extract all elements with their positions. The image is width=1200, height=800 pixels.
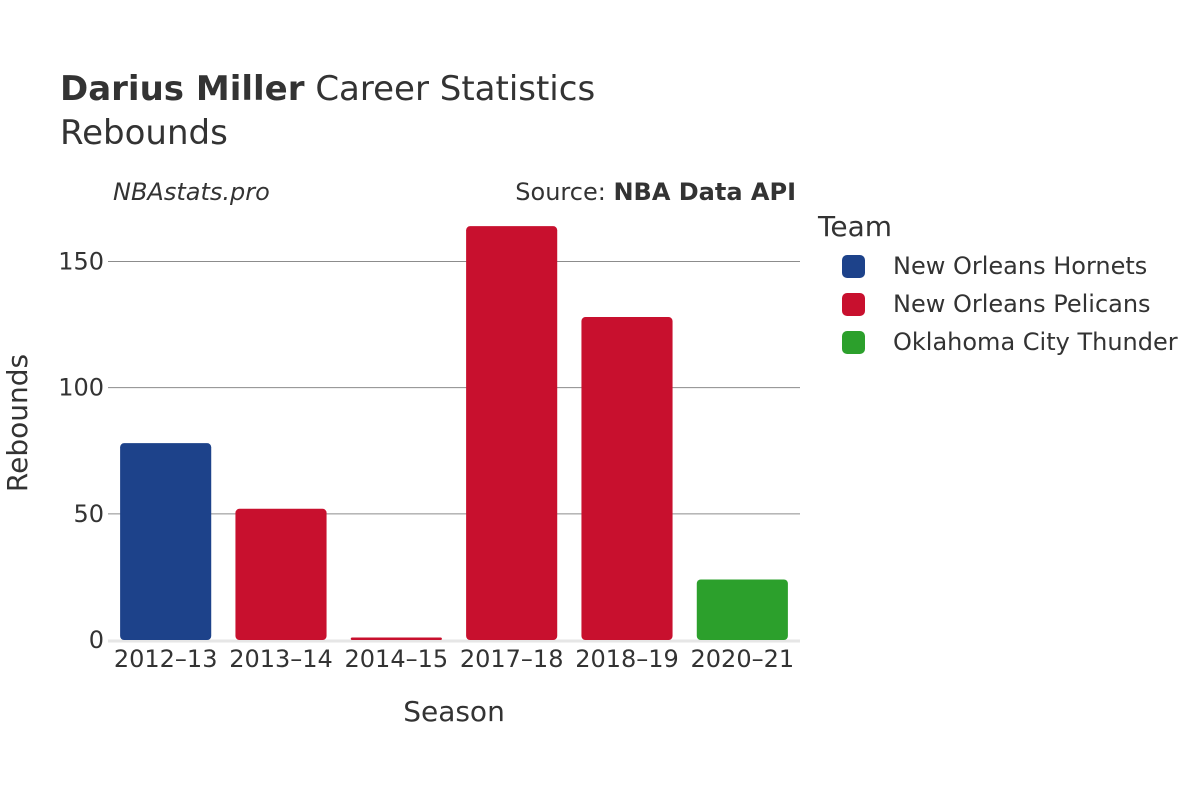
source-prefix: Source: xyxy=(515,178,606,206)
y-tick-label: 150 xyxy=(58,248,104,276)
legend-item[interactable]: Oklahoma City Thunder xyxy=(842,328,1178,356)
x-tick-label: 2020–21 xyxy=(691,645,795,673)
player-name: Darius Miller xyxy=(60,69,305,109)
y-tick-label: 100 xyxy=(58,374,104,402)
bar xyxy=(120,443,212,640)
chart-title: Darius Miller Career Statistics xyxy=(60,68,595,110)
bar xyxy=(466,226,558,641)
x-tick-label: 2018–19 xyxy=(575,645,679,673)
bar xyxy=(235,508,327,640)
legend-label: New Orleans Hornets xyxy=(893,252,1148,280)
y-tick-label: 0 xyxy=(89,626,104,654)
source-note: Source: NBA Data API xyxy=(515,178,796,206)
bar xyxy=(696,579,788,640)
title-rest: Career Statistics xyxy=(315,69,596,109)
x-tick-label: 2012–13 xyxy=(114,645,218,673)
source-name: NBA Data API xyxy=(613,178,796,206)
legend-swatch xyxy=(842,292,865,316)
watermark: NBAstats.pro xyxy=(113,178,270,206)
chart-subtitle: Rebounds xyxy=(60,113,228,153)
legend-label: Oklahoma City Thunder xyxy=(893,328,1178,356)
x-tick-label: 2014–15 xyxy=(345,645,449,673)
legend-label: New Orleans Pelicans xyxy=(893,290,1151,318)
legend-swatch xyxy=(842,254,865,278)
y-axis-title: Rebounds xyxy=(1,354,34,492)
x-axis-title: Season xyxy=(403,695,505,728)
legend-title: Team xyxy=(818,210,893,243)
bar xyxy=(350,637,442,640)
legend-swatch xyxy=(842,330,865,354)
x-tick-label: 2013–14 xyxy=(229,645,333,673)
bar xyxy=(581,317,673,640)
legend-item[interactable]: New Orleans Hornets xyxy=(842,252,1147,280)
y-tick-label: 50 xyxy=(73,500,104,528)
legend-item[interactable]: New Orleans Pelicans xyxy=(842,290,1151,318)
x-tick-label: 2017–18 xyxy=(460,645,564,673)
